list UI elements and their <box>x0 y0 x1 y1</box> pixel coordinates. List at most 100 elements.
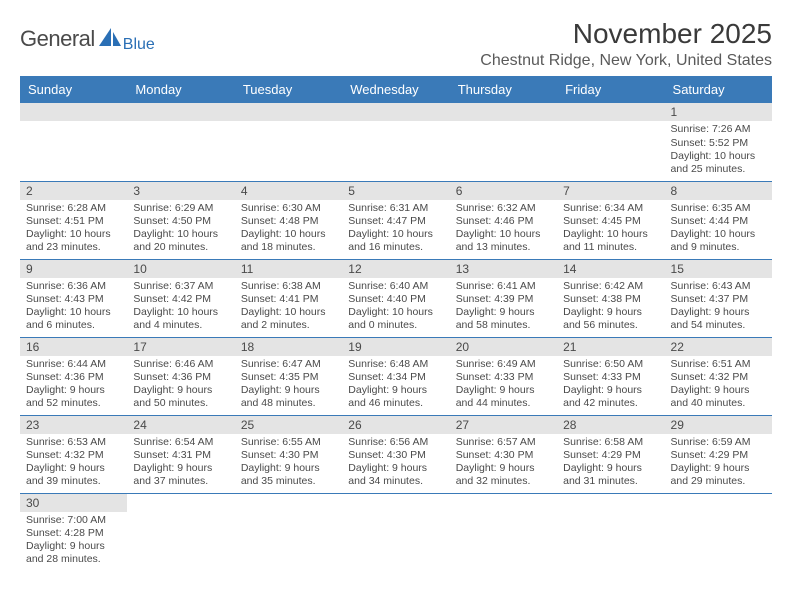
weekday-header: Monday <box>127 76 234 103</box>
day-line: Daylight: 9 hours <box>26 384 121 397</box>
day-number: 20 <box>450 338 557 356</box>
day-details: Sunrise: 6:50 AMSunset: 4:33 PMDaylight:… <box>557 356 664 415</box>
day-line: Daylight: 10 hours <box>26 228 121 241</box>
day-line: Sunrise: 6:53 AM <box>26 436 121 449</box>
day-line: Daylight: 9 hours <box>241 384 336 397</box>
day-line: and 50 minutes. <box>133 397 228 410</box>
day-details: Sunrise: 6:59 AMSunset: 4:29 PMDaylight:… <box>665 434 772 493</box>
calendar-cell: 16Sunrise: 6:44 AMSunset: 4:36 PMDayligh… <box>20 337 127 415</box>
day-details: Sunrise: 6:36 AMSunset: 4:43 PMDaylight:… <box>20 278 127 337</box>
day-line: Sunset: 4:30 PM <box>348 449 443 462</box>
day-number <box>342 494 449 512</box>
day-line: Sunset: 4:47 PM <box>348 215 443 228</box>
day-details <box>20 121 127 179</box>
day-details <box>557 512 664 570</box>
day-line: Sunset: 4:29 PM <box>563 449 658 462</box>
day-line: Sunrise: 6:38 AM <box>241 280 336 293</box>
day-line: Sunrise: 7:26 AM <box>671 123 766 136</box>
day-details: Sunrise: 6:42 AMSunset: 4:38 PMDaylight:… <box>557 278 664 337</box>
day-line: and 9 minutes. <box>671 241 766 254</box>
day-line: Sunset: 4:45 PM <box>563 215 658 228</box>
day-line: and 52 minutes. <box>26 397 121 410</box>
day-details <box>450 512 557 570</box>
day-line: Sunset: 4:48 PM <box>241 215 336 228</box>
day-line: Sunrise: 7:00 AM <box>26 514 121 527</box>
day-details: Sunrise: 6:53 AMSunset: 4:32 PMDaylight:… <box>20 434 127 493</box>
calendar-cell <box>235 103 342 181</box>
day-line: Sunset: 5:52 PM <box>671 137 766 150</box>
day-line: Sunrise: 6:50 AM <box>563 358 658 371</box>
day-line: and 44 minutes. <box>456 397 551 410</box>
day-number: 11 <box>235 260 342 278</box>
day-details: Sunrise: 6:49 AMSunset: 4:33 PMDaylight:… <box>450 356 557 415</box>
calendar-row: 1Sunrise: 7:26 AMSunset: 5:52 PMDaylight… <box>20 103 772 181</box>
day-details: Sunrise: 6:56 AMSunset: 4:30 PMDaylight:… <box>342 434 449 493</box>
day-line: Sunset: 4:33 PM <box>456 371 551 384</box>
day-line: Daylight: 10 hours <box>133 306 228 319</box>
day-details: Sunrise: 6:47 AMSunset: 4:35 PMDaylight:… <box>235 356 342 415</box>
logo-word1: General <box>20 26 95 52</box>
day-line: Sunrise: 6:42 AM <box>563 280 658 293</box>
day-line: and 16 minutes. <box>348 241 443 254</box>
day-details: Sunrise: 6:54 AMSunset: 4:31 PMDaylight:… <box>127 434 234 493</box>
day-line: Sunrise: 6:55 AM <box>241 436 336 449</box>
calendar-cell: 17Sunrise: 6:46 AMSunset: 4:36 PMDayligh… <box>127 337 234 415</box>
day-line: Sunset: 4:36 PM <box>133 371 228 384</box>
day-line: and 54 minutes. <box>671 319 766 332</box>
calendar-cell <box>127 493 234 571</box>
day-line: Sunset: 4:51 PM <box>26 215 121 228</box>
calendar-cell: 10Sunrise: 6:37 AMSunset: 4:42 PMDayligh… <box>127 259 234 337</box>
calendar-cell <box>342 103 449 181</box>
day-details: Sunrise: 6:35 AMSunset: 4:44 PMDaylight:… <box>665 200 772 259</box>
day-details: Sunrise: 6:58 AMSunset: 4:29 PMDaylight:… <box>557 434 664 493</box>
day-line: Sunrise: 6:46 AM <box>133 358 228 371</box>
day-details: Sunrise: 6:48 AMSunset: 4:34 PMDaylight:… <box>342 356 449 415</box>
day-details <box>235 512 342 570</box>
calendar-cell: 14Sunrise: 6:42 AMSunset: 4:38 PMDayligh… <box>557 259 664 337</box>
day-line: Sunset: 4:38 PM <box>563 293 658 306</box>
calendar-page: General Blue November 2025 Chestnut Ridg… <box>0 0 792 571</box>
day-line: Sunset: 4:37 PM <box>671 293 766 306</box>
day-line: and 0 minutes. <box>348 319 443 332</box>
day-details: Sunrise: 6:57 AMSunset: 4:30 PMDaylight:… <box>450 434 557 493</box>
day-details <box>450 121 557 179</box>
day-number: 8 <box>665 182 772 200</box>
weekday-header: Tuesday <box>235 76 342 103</box>
day-line: Daylight: 10 hours <box>241 306 336 319</box>
calendar-cell <box>557 103 664 181</box>
day-details: Sunrise: 6:38 AMSunset: 4:41 PMDaylight:… <box>235 278 342 337</box>
day-details: Sunrise: 6:29 AMSunset: 4:50 PMDaylight:… <box>127 200 234 259</box>
day-number: 15 <box>665 260 772 278</box>
sail-icon <box>97 26 123 53</box>
day-number: 10 <box>127 260 234 278</box>
day-line: Sunrise: 6:44 AM <box>26 358 121 371</box>
day-line: Daylight: 9 hours <box>563 306 658 319</box>
day-number: 16 <box>20 338 127 356</box>
calendar-cell <box>127 103 234 181</box>
day-details: Sunrise: 6:40 AMSunset: 4:40 PMDaylight:… <box>342 278 449 337</box>
day-line: and 32 minutes. <box>456 475 551 488</box>
weekday-header: Sunday <box>20 76 127 103</box>
calendar-cell <box>235 493 342 571</box>
calendar-row: 2Sunrise: 6:28 AMSunset: 4:51 PMDaylight… <box>20 181 772 259</box>
calendar-body: 1Sunrise: 7:26 AMSunset: 5:52 PMDaylight… <box>20 103 772 571</box>
day-line: Daylight: 9 hours <box>671 462 766 475</box>
calendar-cell <box>342 493 449 571</box>
calendar-cell: 28Sunrise: 6:58 AMSunset: 4:29 PMDayligh… <box>557 415 664 493</box>
day-number: 25 <box>235 416 342 434</box>
day-line: Sunset: 4:43 PM <box>26 293 121 306</box>
day-line: Sunset: 4:34 PM <box>348 371 443 384</box>
day-line: Sunrise: 6:40 AM <box>348 280 443 293</box>
day-number: 4 <box>235 182 342 200</box>
day-line: Sunset: 4:46 PM <box>456 215 551 228</box>
day-line: Sunrise: 6:28 AM <box>26 202 121 215</box>
day-line: Daylight: 10 hours <box>348 306 443 319</box>
day-number: 30 <box>20 494 127 512</box>
calendar-table: SundayMondayTuesdayWednesdayThursdayFrid… <box>20 76 772 571</box>
day-line: Daylight: 10 hours <box>671 228 766 241</box>
day-details: Sunrise: 6:34 AMSunset: 4:45 PMDaylight:… <box>557 200 664 259</box>
day-line: Sunrise: 6:58 AM <box>563 436 658 449</box>
day-line: Daylight: 9 hours <box>348 462 443 475</box>
day-line: Sunset: 4:33 PM <box>563 371 658 384</box>
day-line: and 48 minutes. <box>241 397 336 410</box>
